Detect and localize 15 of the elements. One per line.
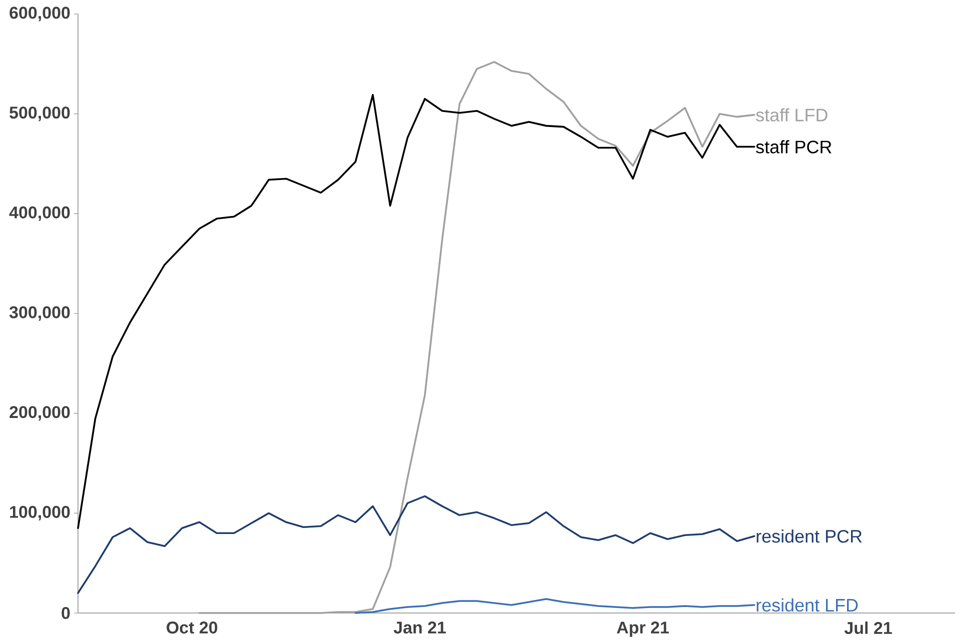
y-tick-label: 0 [62, 606, 70, 620]
x-tick-label: Jan 21 [394, 622, 446, 634]
series-label: resident PCR [756, 530, 862, 543]
y-tick-label: 100,000 [10, 506, 70, 520]
series-label: staff LFD [756, 108, 828, 122]
x-tick-label: Jul 21 [844, 622, 892, 634]
y-tick-label: 500,000 [10, 106, 70, 122]
series-label: resident LFD [756, 598, 858, 612]
y-tick-label: 300,000 [9, 306, 70, 321]
series-label: staff PCR [756, 140, 832, 154]
x-tick-label: Oct 20 [166, 622, 218, 634]
y-tick-label: 600,000 [10, 6, 70, 22]
y-tick-label: 200,000 [10, 406, 70, 421]
x-tick-label: Apr 21 [616, 622, 669, 637]
y-tick-label: 400,000 [9, 206, 70, 221]
